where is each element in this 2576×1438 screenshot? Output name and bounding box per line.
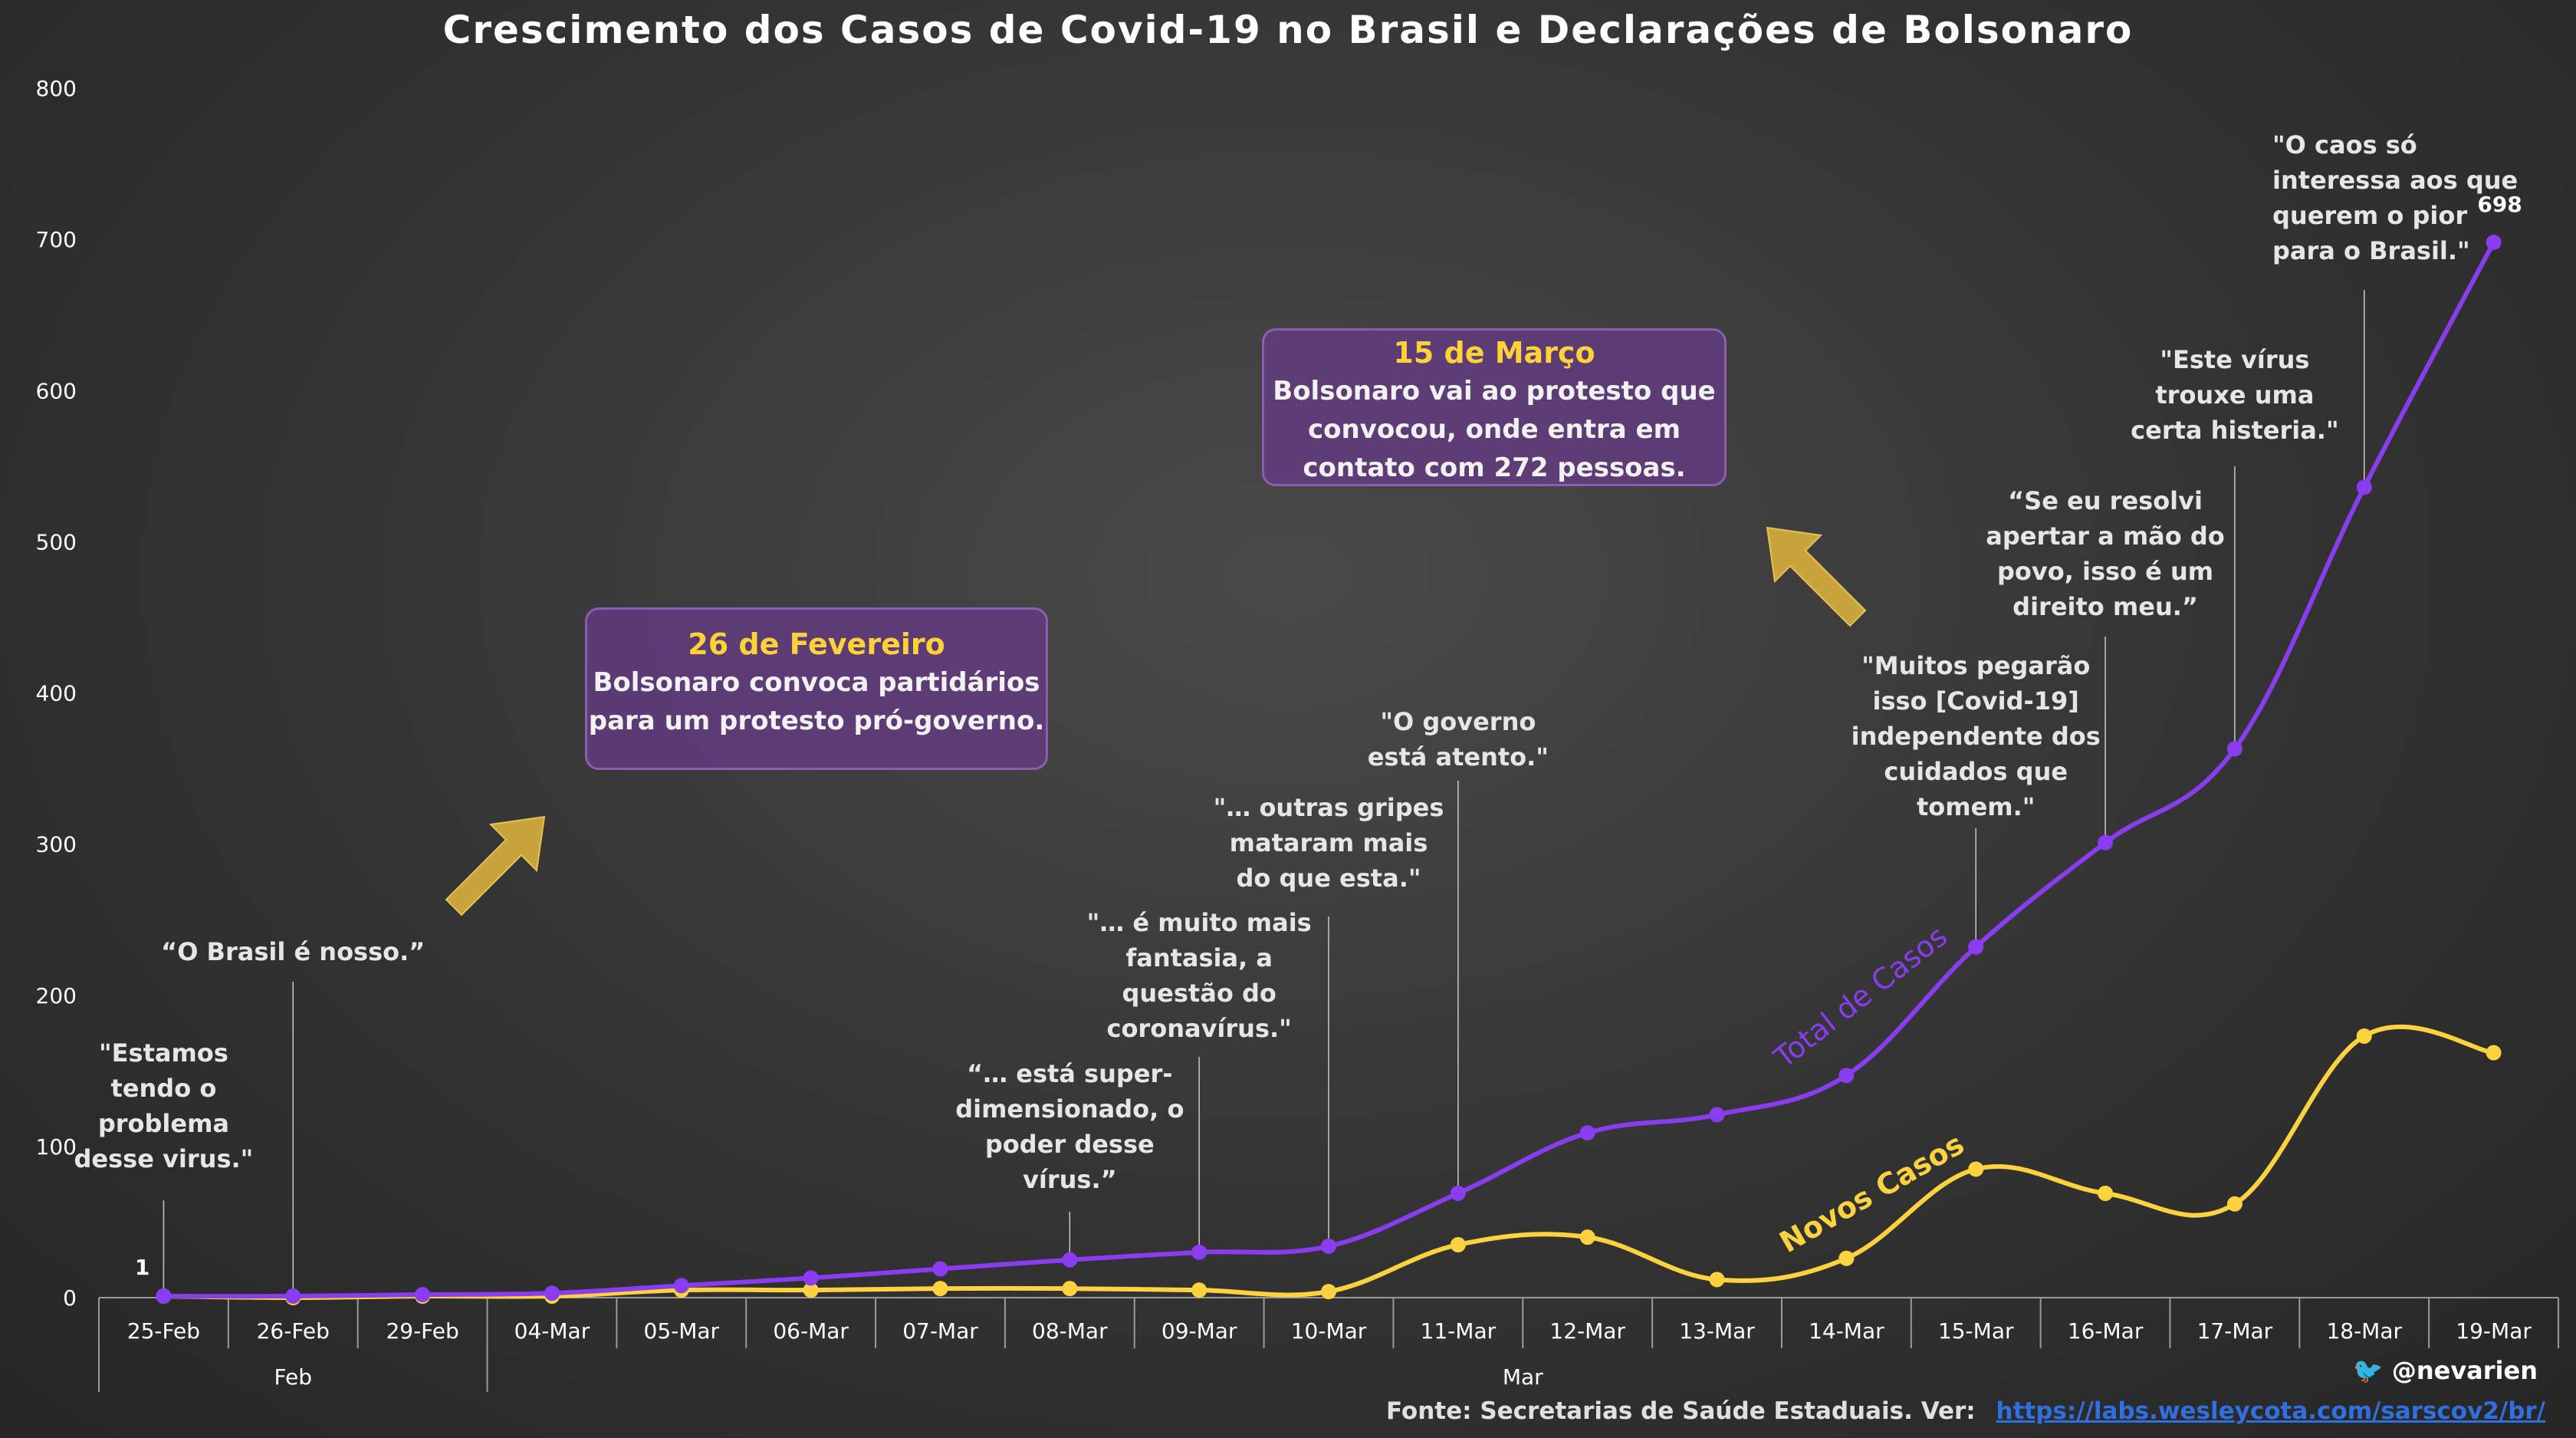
total-cases-point [1450, 1185, 1466, 1201]
x-tick-label: 04-Mar [514, 1318, 590, 1344]
callout-26-fevereiro: 26 de Fevereiro Bolsonaro convoca partid… [585, 607, 1048, 770]
x-tick-label: 26-Feb [257, 1318, 330, 1344]
total-cases-point [1191, 1244, 1208, 1260]
total-cases-point [1062, 1252, 1078, 1268]
quote-annotation: "Este vírus trouxe uma certa histeria." [2131, 345, 2339, 445]
twitter-bird-icon: 🐦 [2352, 1356, 2384, 1385]
total-cases-point [2226, 741, 2242, 757]
quote-annotation: “… está super- dimensionado, o poder des… [955, 1059, 1184, 1194]
new-cases-point [1838, 1250, 1855, 1266]
data-label: 698 [2477, 192, 2522, 217]
x-tick-label: 29-Feb [386, 1318, 458, 1344]
x-tick-label: 11-Mar [1421, 1318, 1497, 1344]
new-cases-point [803, 1282, 819, 1298]
arrow-up-right-icon [445, 815, 546, 916]
y-tick-label: 400 [36, 681, 77, 706]
total-cases-point [2098, 834, 2114, 851]
new-cases-point [1062, 1281, 1078, 1297]
quote-annotation: “Se eu resolvi apertar a mão do povo, is… [1986, 486, 2225, 621]
y-tick-label: 800 [36, 76, 77, 101]
total-cases-point [803, 1270, 819, 1286]
quote-annotation: "O governo está atento." [1367, 707, 1549, 772]
total-cases-point [285, 1288, 301, 1305]
new-cases-point [2098, 1185, 2114, 1201]
new-cases-point [932, 1281, 948, 1297]
source-note: Fonte: Secretarias de Saúde Estaduais. V… [1386, 1397, 2545, 1425]
y-tick-label: 100 [36, 1134, 77, 1160]
new-cases-point [1968, 1161, 1984, 1177]
y-tick-label: 0 [63, 1285, 77, 1311]
y-tick-label: 500 [36, 529, 77, 554]
total-cases-point [2486, 235, 2502, 251]
x-tick-label: 25-Feb [127, 1318, 200, 1344]
x-tick-label: 08-Mar [1032, 1318, 1108, 1344]
callout-body: Bolsonaro vai ao protesto que convocou, … [1273, 376, 1716, 483]
y-tick-label: 200 [36, 983, 77, 1009]
new-cases-point [2356, 1028, 2372, 1044]
month-label: Mar [1503, 1364, 1543, 1390]
total-cases-point [1838, 1068, 1855, 1084]
x-tick-label: 18-Mar [2326, 1318, 2402, 1344]
total-cases-point [932, 1261, 948, 1277]
quote-annotation: “O Brasil é nosso.” [161, 937, 426, 966]
x-tick-label: 06-Mar [773, 1318, 849, 1344]
x-tick-label: 19-Mar [2456, 1318, 2532, 1344]
x-tick-label: 09-Mar [1162, 1318, 1237, 1344]
total-cases-point [415, 1287, 431, 1303]
total-cases-point [1579, 1125, 1595, 1141]
x-tick-label: 15-Mar [1938, 1318, 2014, 1344]
month-label: Feb [274, 1364, 312, 1390]
twitter-handle[interactable]: 🐦 @nevarien [2353, 1356, 2538, 1385]
total-cases-point [1709, 1107, 1725, 1123]
quote-annotation: "… é muito mais fantasia, a questão do c… [1086, 908, 1312, 1043]
total-cases-point [673, 1278, 689, 1294]
new-cases-point [2226, 1196, 2242, 1212]
total-cases-point [156, 1288, 172, 1305]
callout-title: 15 de Março [1393, 336, 1595, 370]
series-label-new: Novos Casos [1774, 1127, 1970, 1259]
x-tick-label: 13-Mar [1679, 1318, 1755, 1344]
new-cases-point [1579, 1229, 1595, 1245]
quote-annotation: "… outras gripes mataram mais do que est… [1213, 793, 1444, 893]
new-cases-line [161, 1025, 2496, 1300]
handle-text: @nevarien [2391, 1356, 2538, 1385]
y-tick-label: 600 [36, 378, 77, 403]
source-label: Fonte: Secretarias de Saúde Estaduais. V… [1386, 1397, 1976, 1425]
new-cases-point [1709, 1272, 1725, 1288]
callout-title: 26 de Fevereiro [688, 627, 945, 661]
total-cases-line [161, 240, 2496, 1299]
total-cases-point [1968, 939, 1984, 955]
total-cases-point [544, 1285, 560, 1301]
total-cases-point [2356, 479, 2372, 495]
quote-annotation: "O caos só interessa aos que querem o pi… [2272, 130, 2518, 265]
quote-annotation: "Estamos tendo o problema desse virus." [74, 1038, 254, 1173]
x-tick-label: 16-Mar [2068, 1318, 2144, 1344]
source-link[interactable]: https://labs.wesleycota.com/sarscov2/br/ [1996, 1397, 2546, 1425]
x-tick-label: 07-Mar [902, 1318, 978, 1344]
new-cases-point [1321, 1284, 1336, 1300]
x-tick-label: 10-Mar [1291, 1318, 1367, 1344]
total-cases-point [1321, 1238, 1336, 1254]
callout-15-marco: 15 de Março Bolsonaro vai ao protesto qu… [1262, 328, 1727, 486]
new-cases-point [1191, 1282, 1208, 1298]
new-cases-point [2486, 1045, 2502, 1061]
y-tick-label: 300 [36, 832, 77, 857]
chart-title: Crescimento dos Casos de Covid-19 no Bra… [442, 8, 2134, 52]
quote-annotation: "Muitos pegarão isso [Covid-19] independ… [1851, 651, 2101, 821]
x-tick-label: 12-Mar [1549, 1318, 1625, 1344]
data-label: 1 [135, 1255, 150, 1280]
x-tick-label: 17-Mar [2197, 1318, 2273, 1344]
callout-body: Bolsonaro convoca partidários para um pr… [588, 667, 1045, 736]
y-tick-label: 700 [36, 227, 77, 252]
x-tick-label: 05-Mar [644, 1318, 720, 1344]
x-tick-label: 14-Mar [1809, 1318, 1884, 1344]
new-cases-point [1450, 1237, 1466, 1253]
arrow-up-left-icon [1766, 526, 1867, 627]
